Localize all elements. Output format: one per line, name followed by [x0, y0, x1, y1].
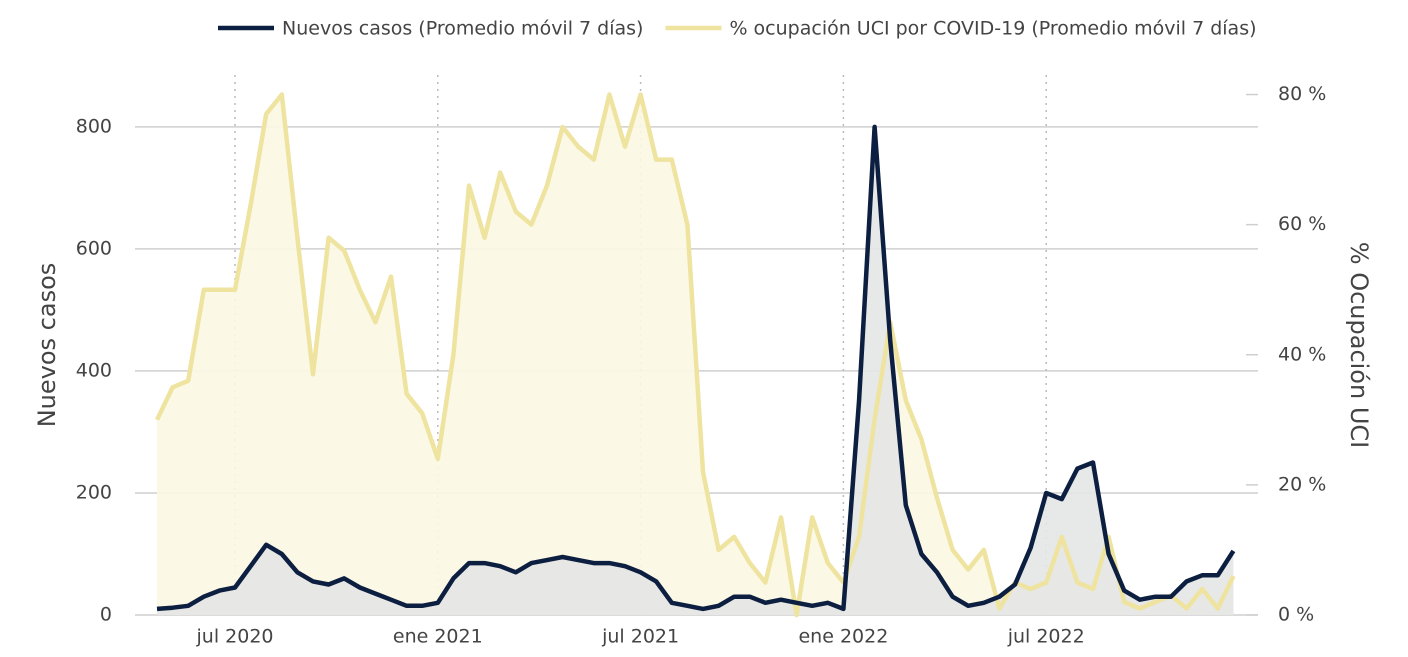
- y-tick-label: 400: [76, 359, 112, 381]
- y2-axis-label: % Ocupación UCI: [1345, 242, 1373, 448]
- y-axis-label: Nuevos casos: [33, 263, 61, 428]
- y-tick-label: 0: [100, 604, 112, 626]
- line: [156, 124, 1236, 612]
- y-tick-label: 600: [76, 237, 112, 259]
- y-tick-label: 200: [76, 481, 112, 503]
- x-tick-label: ene 2021: [393, 626, 483, 648]
- y2-tick-label: 80 %: [1278, 83, 1326, 105]
- legend-label: Nuevos casos (Promedio móvil 7 días): [282, 18, 643, 40]
- y2-tick-label: 40 %: [1278, 343, 1326, 365]
- y2-tick-label: 60 %: [1278, 213, 1326, 235]
- y-tick-label: 800: [76, 115, 112, 137]
- x-tick-label: jul 2020: [196, 626, 274, 648]
- x-tick-label: jul 2022: [1007, 626, 1085, 648]
- area: [157, 126, 1234, 616]
- x-tick-label: jul 2021: [601, 626, 679, 648]
- y2-tick-label: 20 %: [1278, 473, 1326, 495]
- x-tick-label: ene 2022: [798, 626, 888, 648]
- line: [154, 92, 1236, 618]
- legend-label: % ocupación UCI por COVID-19 (Promedio m…: [729, 18, 1256, 40]
- y2-tick-label: 0 %: [1278, 604, 1314, 626]
